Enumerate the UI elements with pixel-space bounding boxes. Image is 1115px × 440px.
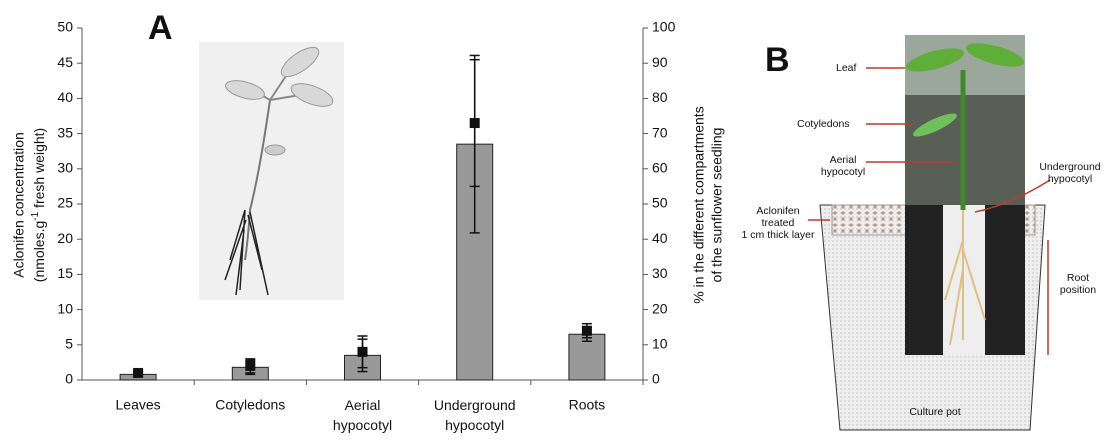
y2-tick-label: 100 xyxy=(652,19,676,35)
y-tick-label: 50 xyxy=(57,19,73,35)
x-tick-label-line: Underground xyxy=(434,397,516,413)
x-tick-label-line: Aerial xyxy=(345,397,381,413)
x-tick-label-line: hypocotyl xyxy=(445,417,504,433)
y2-axis-label: of the sunflower seedling xyxy=(709,128,725,283)
y-tick-label: 15 xyxy=(57,265,73,281)
diagram-label: treated xyxy=(762,217,795,229)
y-axis-label-part: (nmoles.g xyxy=(31,221,47,282)
diagram-label: Underground xyxy=(1039,161,1100,173)
y-axis-label-sup: -1 xyxy=(30,211,41,220)
y-axis-label: Aclonifen concentration xyxy=(11,132,27,278)
marker xyxy=(581,325,592,336)
y2-tick-label: 90 xyxy=(652,54,668,70)
y2-tick-label: 60 xyxy=(652,160,668,176)
y2-tick-label: 50 xyxy=(652,195,668,211)
diagram-label: position xyxy=(1060,284,1096,296)
y-tick-label: 0 xyxy=(65,371,73,387)
diagram-label: Cotyledons xyxy=(797,118,850,130)
marker xyxy=(469,118,480,129)
x-tick-label: Leaves xyxy=(116,397,161,413)
pot-diagram xyxy=(808,35,1051,431)
diagram-label: Root xyxy=(1067,272,1089,284)
y2-tick-label: 20 xyxy=(652,300,668,316)
diagram-label: Aerial xyxy=(830,154,857,166)
y-tick-label: 40 xyxy=(57,89,73,105)
x-tick-label: Cotyledons xyxy=(215,397,285,413)
x-tick-label: Roots xyxy=(569,397,606,413)
y2-tick-label: 70 xyxy=(652,124,668,140)
panel-label: A xyxy=(148,9,173,47)
diagram-label: Aclonifen xyxy=(756,205,799,217)
y2-tick-label: 30 xyxy=(652,265,668,281)
y2-axis-label: % in the different compartments xyxy=(691,106,707,303)
marker xyxy=(357,346,368,357)
diagram-label: 1 cm thick layer xyxy=(742,229,815,241)
diagram-label: Leaf xyxy=(836,62,857,74)
y-tick-label: 30 xyxy=(57,160,73,176)
diagram-label: hypocotyl xyxy=(1048,173,1092,185)
y-tick-label: 20 xyxy=(57,230,73,246)
panel-label: B xyxy=(765,41,790,79)
marker xyxy=(245,360,256,371)
x-tick-label: Aerial hypocotyl xyxy=(333,397,392,433)
x-tick-label-line: hypocotyl xyxy=(333,417,392,433)
y-tick-label: 35 xyxy=(57,124,73,140)
y-tick-label: 5 xyxy=(65,336,73,352)
y2-tick-label: 80 xyxy=(652,89,668,105)
x-tick-label: Underground hypocotyl xyxy=(434,397,516,433)
diagram-label: hypocotyl xyxy=(821,166,865,178)
diagram-label: Culture pot xyxy=(909,406,960,418)
y2-tick-label: 0 xyxy=(652,371,660,387)
y-tick-label: 10 xyxy=(57,300,73,316)
y-tick-label: 25 xyxy=(57,195,73,211)
y2-tick-label: 10 xyxy=(652,336,668,352)
y-axis-label: (nmoles.g-1 fresh weight) xyxy=(30,128,47,282)
seedling-photo xyxy=(199,42,344,300)
y-tick-label: 45 xyxy=(57,54,73,70)
y2-tick-label: 40 xyxy=(652,230,668,246)
y-axis-label-part: fresh weight) xyxy=(31,128,47,212)
marker xyxy=(133,367,144,378)
